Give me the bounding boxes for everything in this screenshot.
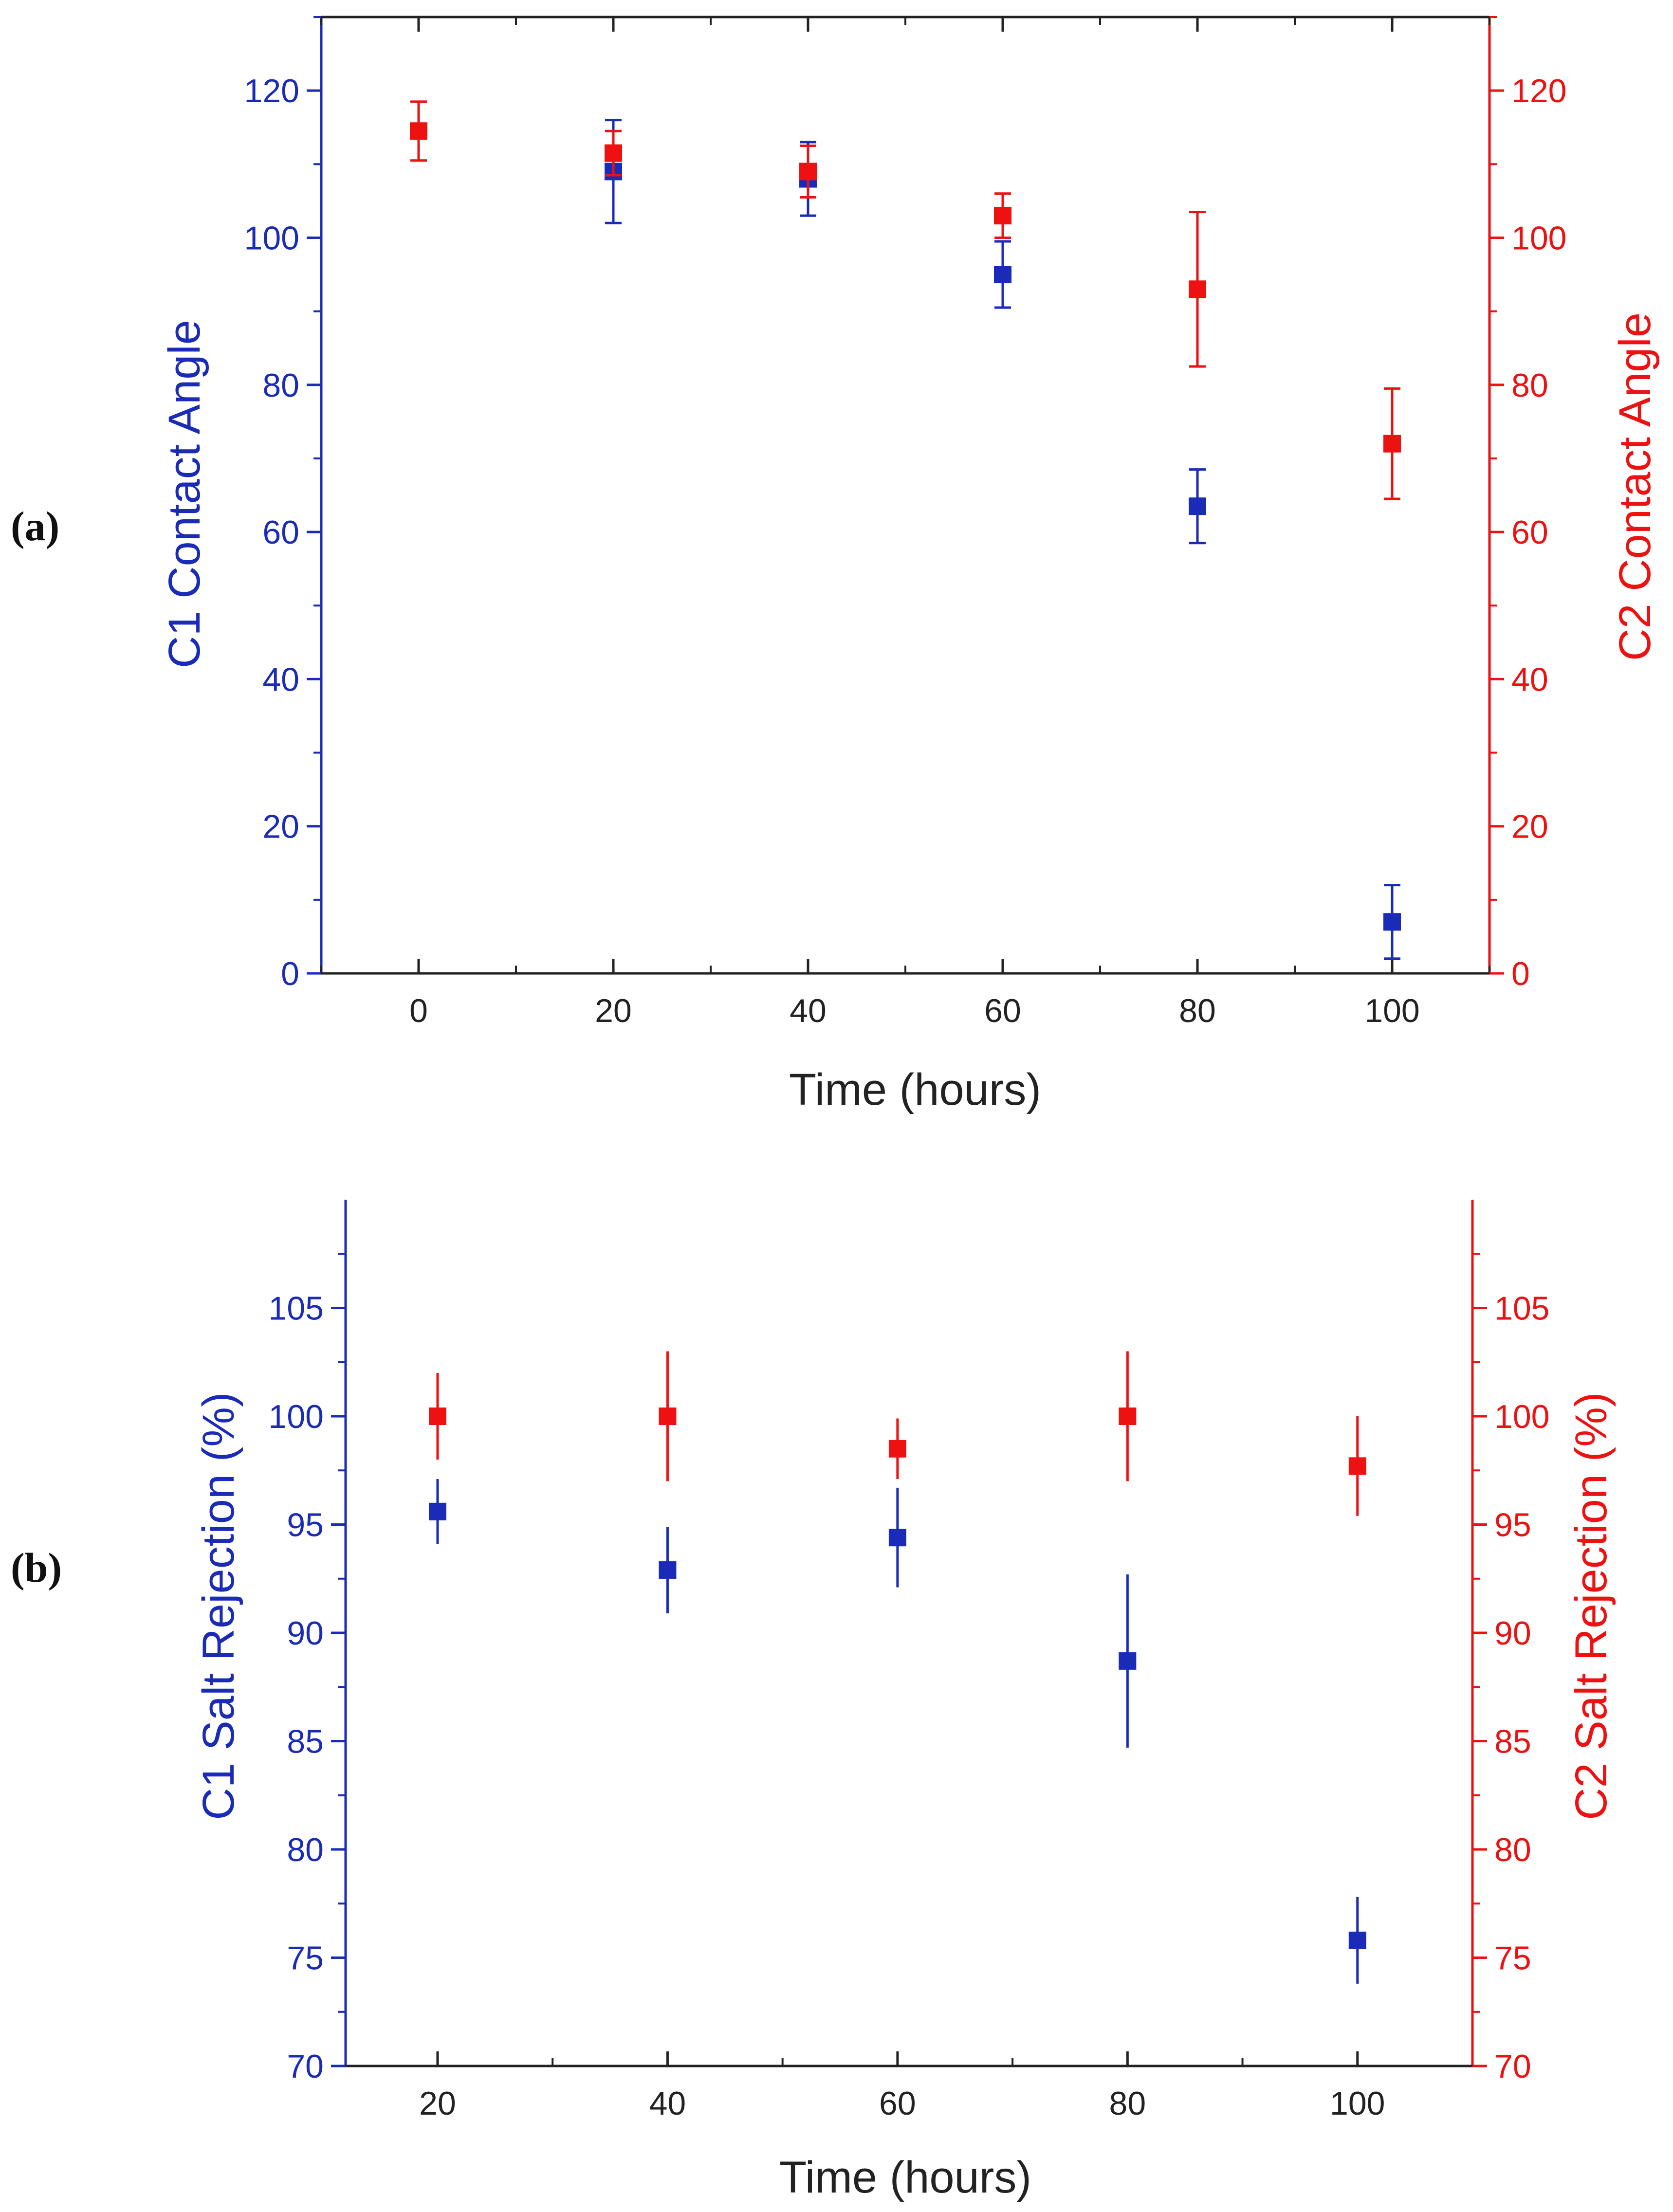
panel-b-left-tick-label: 75 bbox=[287, 1940, 324, 1977]
panel-b-series-c1 bbox=[428, 1479, 1366, 1984]
panel-b-left-tick-label: 80 bbox=[287, 1831, 324, 1868]
panel-a-label: (a) bbox=[11, 503, 59, 549]
panel-b-series-c2-point bbox=[428, 1408, 446, 1425]
panel-b-right-tick-label: 85 bbox=[1494, 1723, 1531, 1760]
panel-a-left-tick-label: 60 bbox=[262, 514, 299, 551]
panel-b-left-axis-title: C1 Salt Rejection (%) bbox=[194, 1392, 243, 1820]
panel-a-series-c2-point bbox=[994, 207, 1011, 225]
panel-a-left-tick-label: 120 bbox=[244, 73, 299, 110]
panel-a-series-c2 bbox=[410, 100, 1401, 500]
panel-b-right-tick-label: 100 bbox=[1494, 1398, 1549, 1435]
panel-b-series-c1-point bbox=[428, 1502, 446, 1520]
panel-a-x-tick-label: 80 bbox=[1179, 992, 1216, 1029]
panel-b-x-tick-label: 20 bbox=[419, 2085, 456, 2122]
panel-b-series-c1-point bbox=[888, 1529, 906, 1547]
panel-a-series-c1-point bbox=[994, 266, 1011, 284]
panel-a-right-axis-title: C2 Contact Angle bbox=[1610, 312, 1660, 661]
panel-b-x-axis-title: Time (hours) bbox=[779, 2153, 1031, 2202]
panel-a-right-tick-label: 100 bbox=[1511, 219, 1566, 256]
panel-a-series-c2-point bbox=[410, 122, 427, 140]
panel-b-series-c2-point bbox=[1348, 1457, 1366, 1475]
panel-b-x-tick-label: 40 bbox=[649, 2085, 686, 2122]
panel-b-left-tick-label: 90 bbox=[287, 1615, 324, 1652]
panel-b-x-tick-label: 100 bbox=[1330, 2085, 1385, 2122]
panel-b-right-axis-title: C2 Salt Rejection (%) bbox=[1566, 1392, 1616, 1820]
panel-b-left-tick-label: 70 bbox=[287, 2048, 324, 2085]
panel-a-right-tick-label: 80 bbox=[1511, 367, 1548, 404]
panel-b-series-c1-point bbox=[659, 1561, 677, 1579]
panel-a-right-tick-label: 0 bbox=[1511, 955, 1530, 992]
panel-a-right-tick-label: 20 bbox=[1511, 808, 1548, 845]
panel-a-left-axis-title: C1 Contact Angle bbox=[160, 320, 209, 668]
panel-a-x-tick-label: 100 bbox=[1364, 992, 1419, 1029]
panel-a-right-tick-label: 60 bbox=[1511, 514, 1548, 551]
panel-b-x-tick-label: 80 bbox=[1109, 2085, 1146, 2122]
panel-a-series-c1-point bbox=[1189, 497, 1206, 515]
panel-a-series-c2-point bbox=[605, 144, 622, 162]
panel-b-left-tick-label: 105 bbox=[269, 1290, 324, 1327]
panel-b-series-c2 bbox=[428, 1351, 1366, 1516]
panel-a-x-tick-label: 0 bbox=[409, 992, 428, 1029]
panel-b-series-c2-point bbox=[659, 1408, 677, 1425]
panel-a-x-tick-label: 60 bbox=[984, 992, 1021, 1029]
panel-a-series-c2-point bbox=[1189, 280, 1206, 298]
panel-b-left-tick-label: 85 bbox=[287, 1723, 324, 1760]
panel-a-x-tick-label: 40 bbox=[790, 992, 827, 1029]
panel-a-right-tick-label: 40 bbox=[1511, 661, 1548, 698]
panel-a-left-tick-label: 100 bbox=[244, 219, 299, 256]
panel-b-right-tick-label: 95 bbox=[1494, 1507, 1531, 1544]
panel-a-right-tick-label: 120 bbox=[1511, 73, 1566, 110]
panel-a-left-tick-label: 0 bbox=[281, 955, 299, 992]
panel-a-series-c1-point bbox=[1383, 913, 1401, 931]
panel-b-right-tick-label: 70 bbox=[1494, 2048, 1531, 2085]
panel-b-chart: (b) 20 40 60 80 100 70 75 80 85 90 95 100 105 70 75 80 8… bbox=[11, 1200, 1616, 2202]
panel-b-right-tick-label: 105 bbox=[1494, 1290, 1549, 1327]
panel-a-x-axis-title: Time (hours) bbox=[789, 1065, 1041, 1115]
panel-a-left-tick-label: 20 bbox=[262, 808, 299, 845]
panel-b-series-c1-point bbox=[1348, 1931, 1366, 1949]
panel-b-x-tick-label: 60 bbox=[879, 2085, 916, 2122]
panel-a-series-c1 bbox=[605, 119, 1401, 960]
panel-b-series-c2-point bbox=[1119, 1408, 1137, 1425]
panel-b-right-tick-label: 75 bbox=[1494, 1940, 1531, 1977]
panel-b-right-tick-label: 90 bbox=[1494, 1615, 1531, 1652]
panel-a-series-c2-point bbox=[1383, 435, 1401, 453]
panel-a-left-tick-label: 80 bbox=[262, 367, 299, 404]
panel-b-right-tick-label: 80 bbox=[1494, 1831, 1531, 1868]
panel-b-left-tick-label: 100 bbox=[269, 1398, 324, 1435]
panel-a-left-tick-label: 40 bbox=[262, 661, 299, 698]
panel-a-series-c2-point bbox=[799, 163, 817, 181]
panel-b-series-c1-point bbox=[1119, 1652, 1137, 1670]
panel-b-series-c2-point bbox=[888, 1440, 906, 1458]
panel-a-x-tick-label: 20 bbox=[595, 992, 632, 1029]
panel-b-left-tick-label: 95 bbox=[287, 1507, 324, 1544]
panel-a-chart: (a) 0 20 40 60 80 100 0 20 40 60 80 100 120 0 20 40 60 80… bbox=[11, 16, 1660, 1115]
panel-b-label: (b) bbox=[11, 1544, 62, 1591]
